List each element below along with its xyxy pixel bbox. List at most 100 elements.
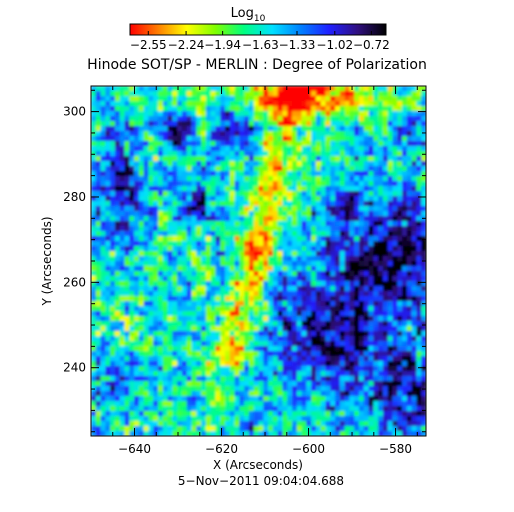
heatmap-cell [382, 306, 389, 312]
heatmap-cell [411, 326, 418, 332]
heatmap-cell [239, 411, 245, 417]
heatmap-cell [91, 131, 97, 137]
chart-title: Hinode SOT/SP - MERLIN : Degree of Polar… [87, 57, 427, 73]
heatmap-cell [229, 266, 236, 272]
heatmap-cell [239, 111, 245, 117]
heatmap-cell [138, 336, 145, 342]
heatmap-cell [177, 101, 183, 107]
heatmap-cell [268, 176, 274, 182]
heatmap-cell [229, 386, 236, 392]
heatmap-cell [277, 396, 284, 402]
heatmap-cell [196, 271, 202, 277]
heatmap-cell [268, 336, 274, 342]
heatmap-cell [172, 211, 178, 217]
heatmap-cell [201, 361, 207, 367]
heatmap-cell [158, 166, 164, 172]
heatmap-cell [172, 181, 178, 187]
heatmap-cell [220, 246, 226, 252]
heatmap-cell [129, 296, 135, 302]
heatmap-cell [373, 376, 379, 382]
heatmap-cell [359, 86, 365, 92]
heatmap-cell [110, 286, 116, 292]
heatmap-cell [129, 186, 135, 192]
heatmap-cell [325, 421, 331, 427]
heatmap-cell [191, 326, 197, 332]
heatmap-cell [406, 381, 413, 387]
heatmap-cell [287, 226, 293, 232]
heatmap-cell [201, 101, 207, 107]
heatmap-cell [172, 206, 178, 212]
heatmap-cell [91, 411, 97, 417]
heatmap-cell [191, 176, 197, 182]
heatmap-cell [172, 101, 178, 107]
heatmap-cell [421, 121, 426, 127]
heatmap-cell [387, 356, 394, 362]
heatmap-cell [363, 411, 370, 417]
heatmap-cell [148, 271, 154, 277]
heatmap-cell [378, 371, 384, 377]
heatmap-cell [220, 276, 226, 282]
heatmap-cell [105, 386, 111, 392]
heatmap-cell [320, 96, 327, 102]
heatmap-cell [402, 201, 408, 207]
heatmap-cell [177, 346, 183, 352]
heatmap-cell [225, 226, 231, 232]
heatmap-cell [119, 176, 126, 182]
heatmap-cell [191, 286, 197, 292]
heatmap-cell [354, 146, 360, 152]
heatmap-cell [143, 121, 150, 127]
heatmap-cell [325, 241, 331, 247]
heatmap-cell [344, 146, 351, 152]
heatmap-cell [114, 176, 121, 182]
heatmap-cell [301, 276, 307, 282]
heatmap-cell [105, 196, 111, 202]
heatmap-cell [239, 126, 245, 132]
heatmap-cell [253, 361, 260, 367]
heatmap-cell [138, 296, 145, 302]
heatmap-cell [335, 391, 341, 397]
heatmap-cell [225, 236, 231, 242]
heatmap-cell [134, 376, 140, 382]
heatmap-cell [296, 171, 303, 177]
heatmap-cell [177, 361, 183, 367]
heatmap-cell [287, 201, 293, 207]
heatmap-cell [282, 241, 288, 247]
heatmap-cell [253, 421, 260, 427]
heatmap-cell [387, 231, 394, 237]
heatmap-cell [268, 156, 274, 162]
heatmap-cell [210, 371, 217, 377]
heatmap-cell [268, 231, 274, 237]
heatmap-cell [234, 216, 240, 222]
heatmap-cell [110, 376, 116, 382]
heatmap-cell [210, 191, 217, 197]
heatmap-cell [119, 196, 126, 202]
heatmap-cell [181, 96, 188, 102]
heatmap-cell [196, 221, 202, 227]
heatmap-cell [110, 411, 116, 417]
heatmap-cell [153, 211, 159, 217]
heatmap-cell [143, 126, 150, 132]
heatmap-cell [335, 131, 341, 137]
heatmap-cell [148, 386, 154, 392]
heatmap-cell [397, 216, 403, 222]
heatmap-cell [339, 386, 346, 392]
heatmap-cell [210, 351, 217, 357]
heatmap-cell [292, 111, 298, 117]
heatmap-cell [402, 366, 408, 372]
heatmap-cell [119, 156, 126, 162]
heatmap-cell [148, 91, 154, 97]
heatmap-cell [402, 126, 408, 132]
heatmap-cell [282, 256, 288, 262]
heatmap-cell [330, 261, 336, 267]
heatmap-cell [110, 206, 116, 212]
heatmap-cell [143, 411, 150, 417]
heatmap-cell [311, 291, 317, 297]
heatmap-cell [325, 91, 331, 97]
heatmap-cell [344, 281, 351, 287]
heatmap-cell [229, 261, 236, 267]
heatmap-cell [258, 296, 264, 302]
heatmap-cell [315, 341, 322, 347]
heatmap-cell [220, 341, 226, 347]
heatmap-cell [306, 341, 312, 347]
heatmap-cell [229, 186, 236, 192]
